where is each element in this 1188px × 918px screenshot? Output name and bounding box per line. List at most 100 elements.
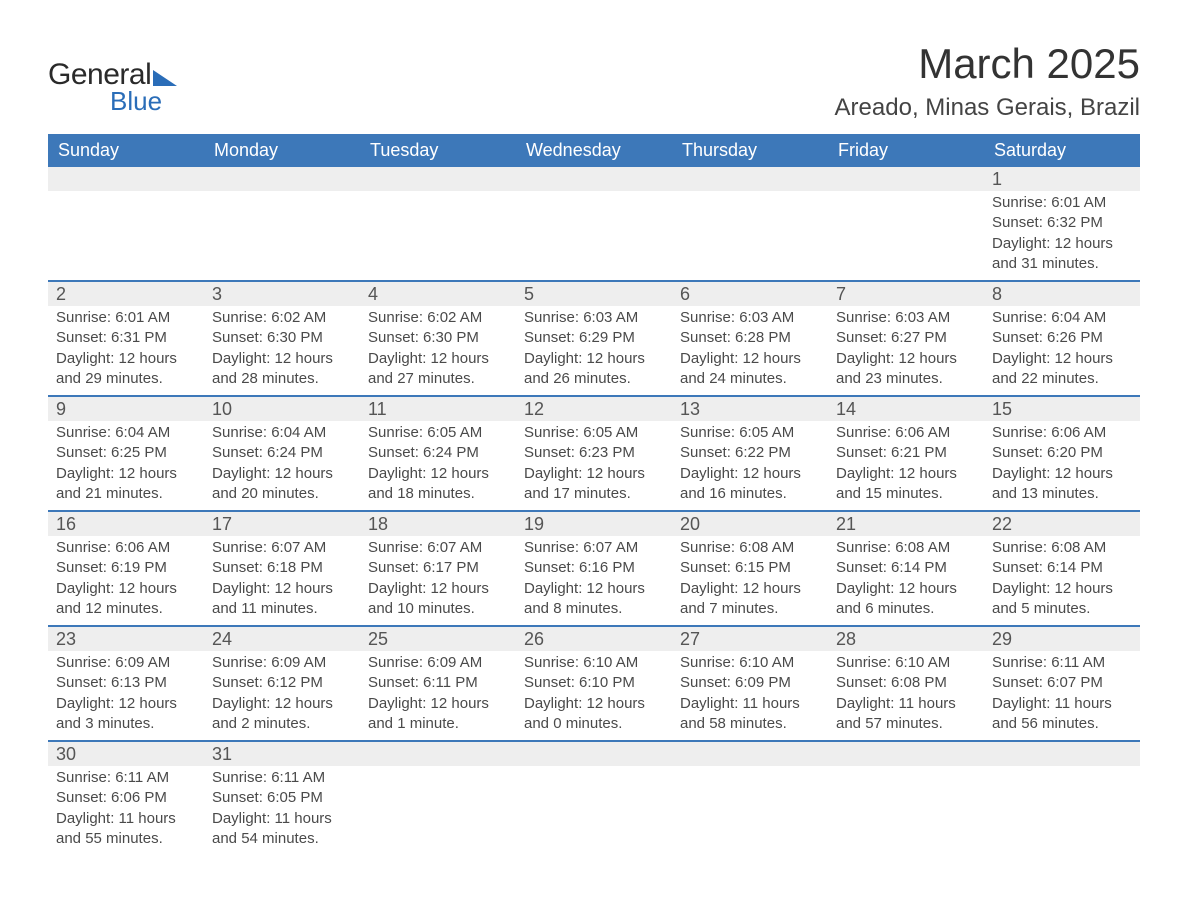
detail-sunset: Sunset: 6:27 PM <box>836 328 976 348</box>
detail-sunrise: Sunrise: 6:01 AM <box>992 193 1132 213</box>
daynum: 14 <box>828 397 984 421</box>
day-details: Sunrise: 6:08 AMSunset: 6:15 PMDaylight:… <box>672 536 828 625</box>
detail-dl2: and 3 minutes. <box>56 714 196 734</box>
calendar-cell: 20Sunrise: 6:08 AMSunset: 6:15 PMDayligh… <box>672 511 828 626</box>
detail-sunrise: Sunrise: 6:04 AM <box>212 423 352 443</box>
day-details: Sunrise: 6:06 AMSunset: 6:19 PMDaylight:… <box>48 536 204 625</box>
daynum: 28 <box>828 627 984 651</box>
daynum: 1 <box>984 167 1140 191</box>
calendar-cell: 15Sunrise: 6:06 AMSunset: 6:20 PMDayligh… <box>984 396 1140 511</box>
daynum: 2 <box>48 282 204 306</box>
detail-sunset: Sunset: 6:28 PM <box>680 328 820 348</box>
detail-sunrise: Sunrise: 6:09 AM <box>212 653 352 673</box>
calendar-cell: 19Sunrise: 6:07 AMSunset: 6:16 PMDayligh… <box>516 511 672 626</box>
detail-sunset: Sunset: 6:05 PM <box>212 788 352 808</box>
detail-dl1: Daylight: 12 hours <box>56 579 196 599</box>
detail-dl2: and 10 minutes. <box>368 599 508 619</box>
calendar-cell: 13Sunrise: 6:05 AMSunset: 6:22 PMDayligh… <box>672 396 828 511</box>
daynum: 12 <box>516 397 672 421</box>
detail-sunset: Sunset: 6:18 PM <box>212 558 352 578</box>
detail-sunset: Sunset: 6:17 PM <box>368 558 508 578</box>
daynum: 22 <box>984 512 1140 536</box>
calendar-cell: 24Sunrise: 6:09 AMSunset: 6:12 PMDayligh… <box>204 626 360 741</box>
day-details: Sunrise: 6:05 AMSunset: 6:23 PMDaylight:… <box>516 421 672 510</box>
detail-sunset: Sunset: 6:08 PM <box>836 673 976 693</box>
detail-dl1: Daylight: 12 hours <box>212 579 352 599</box>
detail-dl1: Daylight: 12 hours <box>524 694 664 714</box>
daynum: 24 <box>204 627 360 651</box>
day-details: Sunrise: 6:04 AMSunset: 6:26 PMDaylight:… <box>984 306 1140 395</box>
calendar-cell: 2Sunrise: 6:01 AMSunset: 6:31 PMDaylight… <box>48 281 204 396</box>
day-details: Sunrise: 6:09 AMSunset: 6:13 PMDaylight:… <box>48 651 204 740</box>
calendar-cell: 30Sunrise: 6:11 AMSunset: 6:06 PMDayligh… <box>48 741 204 855</box>
daynum: 5 <box>516 282 672 306</box>
detail-sunrise: Sunrise: 6:07 AM <box>212 538 352 558</box>
calendar-cell-blank <box>828 741 984 855</box>
detail-sunrise: Sunrise: 6:03 AM <box>680 308 820 328</box>
detail-dl1: Daylight: 12 hours <box>836 579 976 599</box>
detail-dl1: Daylight: 11 hours <box>992 694 1132 714</box>
calendar-cell-blank <box>672 167 828 281</box>
detail-dl2: and 1 minute. <box>368 714 508 734</box>
day-details: Sunrise: 6:05 AMSunset: 6:24 PMDaylight:… <box>360 421 516 510</box>
calendar-cell: 11Sunrise: 6:05 AMSunset: 6:24 PMDayligh… <box>360 396 516 511</box>
daynum-blank <box>828 742 984 766</box>
detail-sunset: Sunset: 6:14 PM <box>992 558 1132 578</box>
detail-dl2: and 2 minutes. <box>212 714 352 734</box>
detail-sunrise: Sunrise: 6:05 AM <box>368 423 508 443</box>
detail-sunset: Sunset: 6:32 PM <box>992 213 1132 233</box>
brand-blue: Blue <box>110 86 177 117</box>
detail-dl1: Daylight: 12 hours <box>992 579 1132 599</box>
day-details: Sunrise: 6:11 AMSunset: 6:05 PMDaylight:… <box>204 766 360 855</box>
calendar-week: 23Sunrise: 6:09 AMSunset: 6:13 PMDayligh… <box>48 626 1140 741</box>
day-details: Sunrise: 6:03 AMSunset: 6:29 PMDaylight:… <box>516 306 672 395</box>
calendar-week: 30Sunrise: 6:11 AMSunset: 6:06 PMDayligh… <box>48 741 1140 855</box>
brand-logo: General Blue <box>48 58 177 117</box>
calendar-cell: 17Sunrise: 6:07 AMSunset: 6:18 PMDayligh… <box>204 511 360 626</box>
calendar-cell: 27Sunrise: 6:10 AMSunset: 6:09 PMDayligh… <box>672 626 828 741</box>
daynum-blank <box>672 167 828 191</box>
day-details: Sunrise: 6:03 AMSunset: 6:28 PMDaylight:… <box>672 306 828 395</box>
detail-dl1: Daylight: 12 hours <box>680 349 820 369</box>
calendar-cell: 31Sunrise: 6:11 AMSunset: 6:05 PMDayligh… <box>204 741 360 855</box>
detail-sunrise: Sunrise: 6:06 AM <box>56 538 196 558</box>
daynum: 25 <box>360 627 516 651</box>
calendar-cell: 26Sunrise: 6:10 AMSunset: 6:10 PMDayligh… <box>516 626 672 741</box>
calendar-cell: 10Sunrise: 6:04 AMSunset: 6:24 PMDayligh… <box>204 396 360 511</box>
detail-dl2: and 16 minutes. <box>680 484 820 504</box>
daynum: 20 <box>672 512 828 536</box>
detail-sunset: Sunset: 6:14 PM <box>836 558 976 578</box>
day-details: Sunrise: 6:04 AMSunset: 6:24 PMDaylight:… <box>204 421 360 510</box>
detail-sunset: Sunset: 6:31 PM <box>56 328 196 348</box>
calendar-cell: 29Sunrise: 6:11 AMSunset: 6:07 PMDayligh… <box>984 626 1140 741</box>
detail-dl2: and 55 minutes. <box>56 829 196 849</box>
day-details: Sunrise: 6:01 AMSunset: 6:32 PMDaylight:… <box>984 191 1140 280</box>
detail-dl2: and 58 minutes. <box>680 714 820 734</box>
detail-dl2: and 6 minutes. <box>836 599 976 619</box>
calendar-cell-blank <box>204 167 360 281</box>
detail-dl1: Daylight: 12 hours <box>524 349 664 369</box>
detail-dl2: and 27 minutes. <box>368 369 508 389</box>
calendar-cell: 3Sunrise: 6:02 AMSunset: 6:30 PMDaylight… <box>204 281 360 396</box>
daynum: 19 <box>516 512 672 536</box>
detail-sunset: Sunset: 6:12 PM <box>212 673 352 693</box>
calendar-week: 1Sunrise: 6:01 AMSunset: 6:32 PMDaylight… <box>48 167 1140 281</box>
detail-dl1: Daylight: 12 hours <box>368 349 508 369</box>
daynum: 23 <box>48 627 204 651</box>
daynum-blank <box>828 167 984 191</box>
detail-dl1: Daylight: 12 hours <box>212 349 352 369</box>
detail-sunset: Sunset: 6:21 PM <box>836 443 976 463</box>
detail-dl2: and 13 minutes. <box>992 484 1132 504</box>
calendar-week: 2Sunrise: 6:01 AMSunset: 6:31 PMDaylight… <box>48 281 1140 396</box>
detail-dl2: and 29 minutes. <box>56 369 196 389</box>
calendar-cell: 8Sunrise: 6:04 AMSunset: 6:26 PMDaylight… <box>984 281 1140 396</box>
day-header: Saturday <box>984 134 1140 167</box>
detail-dl1: Daylight: 12 hours <box>56 694 196 714</box>
calendar-cell: 5Sunrise: 6:03 AMSunset: 6:29 PMDaylight… <box>516 281 672 396</box>
day-details: Sunrise: 6:05 AMSunset: 6:22 PMDaylight:… <box>672 421 828 510</box>
detail-sunset: Sunset: 6:24 PM <box>368 443 508 463</box>
calendar-cell: 18Sunrise: 6:07 AMSunset: 6:17 PMDayligh… <box>360 511 516 626</box>
day-details: Sunrise: 6:08 AMSunset: 6:14 PMDaylight:… <box>828 536 984 625</box>
day-details: Sunrise: 6:11 AMSunset: 6:07 PMDaylight:… <box>984 651 1140 740</box>
detail-sunrise: Sunrise: 6:03 AM <box>524 308 664 328</box>
